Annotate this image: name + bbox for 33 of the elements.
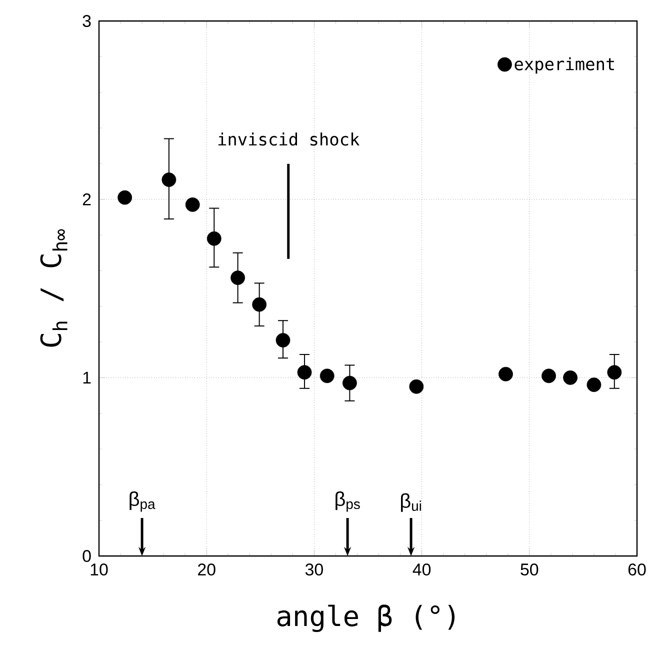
point — [276, 333, 290, 348]
point — [252, 297, 267, 312]
point — [230, 270, 246, 285]
point — [185, 197, 200, 212]
x-axis-title: angle β (°) — [277, 604, 455, 632]
x-tick-label: 40 — [412, 564, 431, 576]
point — [542, 368, 556, 384]
legend-label: experiment — [514, 57, 614, 74]
x-tick-label: 20 — [198, 564, 216, 576]
ref-line-label: inviscid shock — [218, 132, 360, 146]
y-tick-label: 1 — [83, 372, 91, 384]
point — [586, 378, 602, 392]
y-tick-label: 2 — [82, 193, 91, 206]
point — [297, 365, 312, 380]
x-tick-label: 60 — [628, 564, 646, 576]
x-tick-label: 30 — [305, 564, 323, 576]
y-tick-label: 3 — [82, 15, 91, 27]
point — [409, 379, 424, 394]
point — [342, 376, 357, 390]
point — [563, 370, 578, 385]
point — [498, 366, 513, 382]
ref-line-label: β$_{pa}$ — [130, 491, 156, 512]
x-tick-label: 50 — [520, 564, 538, 576]
ref-line-label: β$_{ui}$ — [401, 493, 422, 512]
point — [607, 365, 622, 380]
point — [118, 190, 132, 205]
point — [320, 368, 334, 384]
x-tick-label: 10 — [90, 564, 108, 576]
ref-line-label: β$_{ps}$ — [336, 491, 360, 512]
y-axis-title: C$_{h}$ / C$_{h∞}$ — [40, 229, 68, 347]
point — [206, 231, 222, 246]
y-tick-label: 0 — [82, 550, 91, 562]
point — [162, 172, 176, 187]
